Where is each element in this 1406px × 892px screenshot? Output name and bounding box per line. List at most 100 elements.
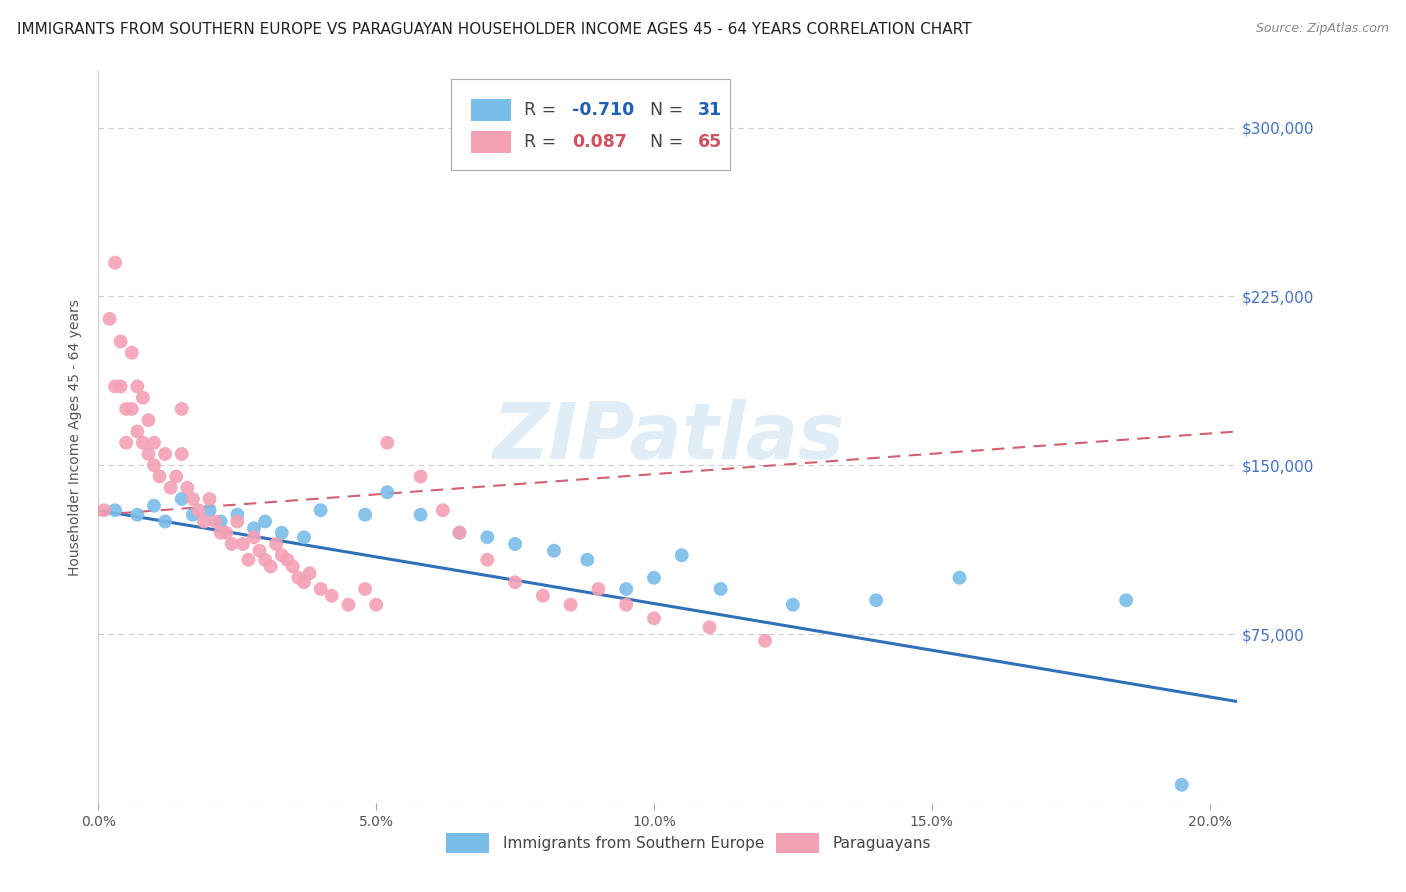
Point [1170,778,1192,792]
Point [409,469,432,483]
Point [159,481,181,495]
Point [710,582,733,596]
Point [132,435,155,450]
Point [865,593,887,607]
Point [699,620,721,634]
Point [477,530,499,544]
Point [165,469,187,483]
Point [254,553,277,567]
Point [264,537,287,551]
Point [503,575,526,590]
Point [432,503,454,517]
Point [127,425,149,439]
Point [614,598,637,612]
Point [104,379,127,393]
Point [121,401,143,416]
Text: R =: R = [524,133,562,152]
Point [187,503,209,517]
Point [671,548,693,562]
Point [115,435,138,450]
Text: ZIPatlas: ZIPatlas [492,399,844,475]
Point [243,530,266,544]
Point [270,548,292,562]
Point [643,571,665,585]
Text: Immigrants from Southern Europe: Immigrants from Southern Europe [503,836,763,851]
Point [181,491,204,506]
Point [354,582,377,596]
Point [531,589,554,603]
Text: IMMIGRANTS FROM SOUTHERN EUROPE VS PARAGUAYAN HOUSEHOLDER INCOME AGES 45 - 64 YE: IMMIGRANTS FROM SOUTHERN EUROPE VS PARAG… [17,22,972,37]
Point [1115,593,1137,607]
Point [948,571,970,585]
Point [287,571,309,585]
Text: Paraguayans: Paraguayans [832,836,932,851]
Point [321,589,343,603]
Point [292,575,315,590]
Point [270,525,292,540]
Point [292,530,315,544]
Point [221,537,243,551]
Text: R =: R = [524,101,562,120]
Point [243,521,266,535]
Point [138,413,160,427]
Y-axis label: Householder Income Ages 45 - 64 years: Householder Income Ages 45 - 64 years [69,299,83,575]
Point [170,491,193,506]
Text: N =: N = [650,101,689,120]
Text: 0.087: 0.087 [572,133,627,152]
Point [232,537,254,551]
Point [354,508,377,522]
Point [104,503,127,517]
FancyBboxPatch shape [451,78,731,170]
Point [204,515,226,529]
FancyBboxPatch shape [471,99,510,121]
Point [375,435,398,450]
Point [170,401,193,416]
Point [259,559,281,574]
Point [93,503,115,517]
Point [121,345,143,359]
FancyBboxPatch shape [776,833,820,854]
Point [110,334,132,349]
Point [176,481,198,495]
Point [98,312,121,326]
Point [576,553,599,567]
Point [254,515,277,529]
Point [449,525,471,540]
Point [104,255,127,269]
Point [560,598,582,612]
Point [309,582,332,596]
Point [143,435,166,450]
Text: -0.710: -0.710 [572,101,634,120]
Point [127,379,149,393]
Point [643,611,665,625]
Text: Source: ZipAtlas.com: Source: ZipAtlas.com [1256,22,1389,36]
Point [226,515,249,529]
Point [209,515,232,529]
Point [110,379,132,393]
Point [449,525,471,540]
Point [181,508,204,522]
Point [298,566,321,581]
Point [375,485,398,500]
Point [132,391,155,405]
Point [138,447,160,461]
Point [153,515,176,529]
Point [143,458,166,473]
Point [127,508,149,522]
Point [337,598,360,612]
Point [309,503,332,517]
Text: N =: N = [650,133,689,152]
Point [148,469,170,483]
Point [198,503,221,517]
Point [276,553,298,567]
Point [588,582,610,596]
Point [409,508,432,522]
Point [193,515,215,529]
Point [782,598,804,612]
Point [503,537,526,551]
Point [477,553,499,567]
Point [238,553,260,567]
Point [209,525,232,540]
Point [143,499,166,513]
Point [198,491,221,506]
